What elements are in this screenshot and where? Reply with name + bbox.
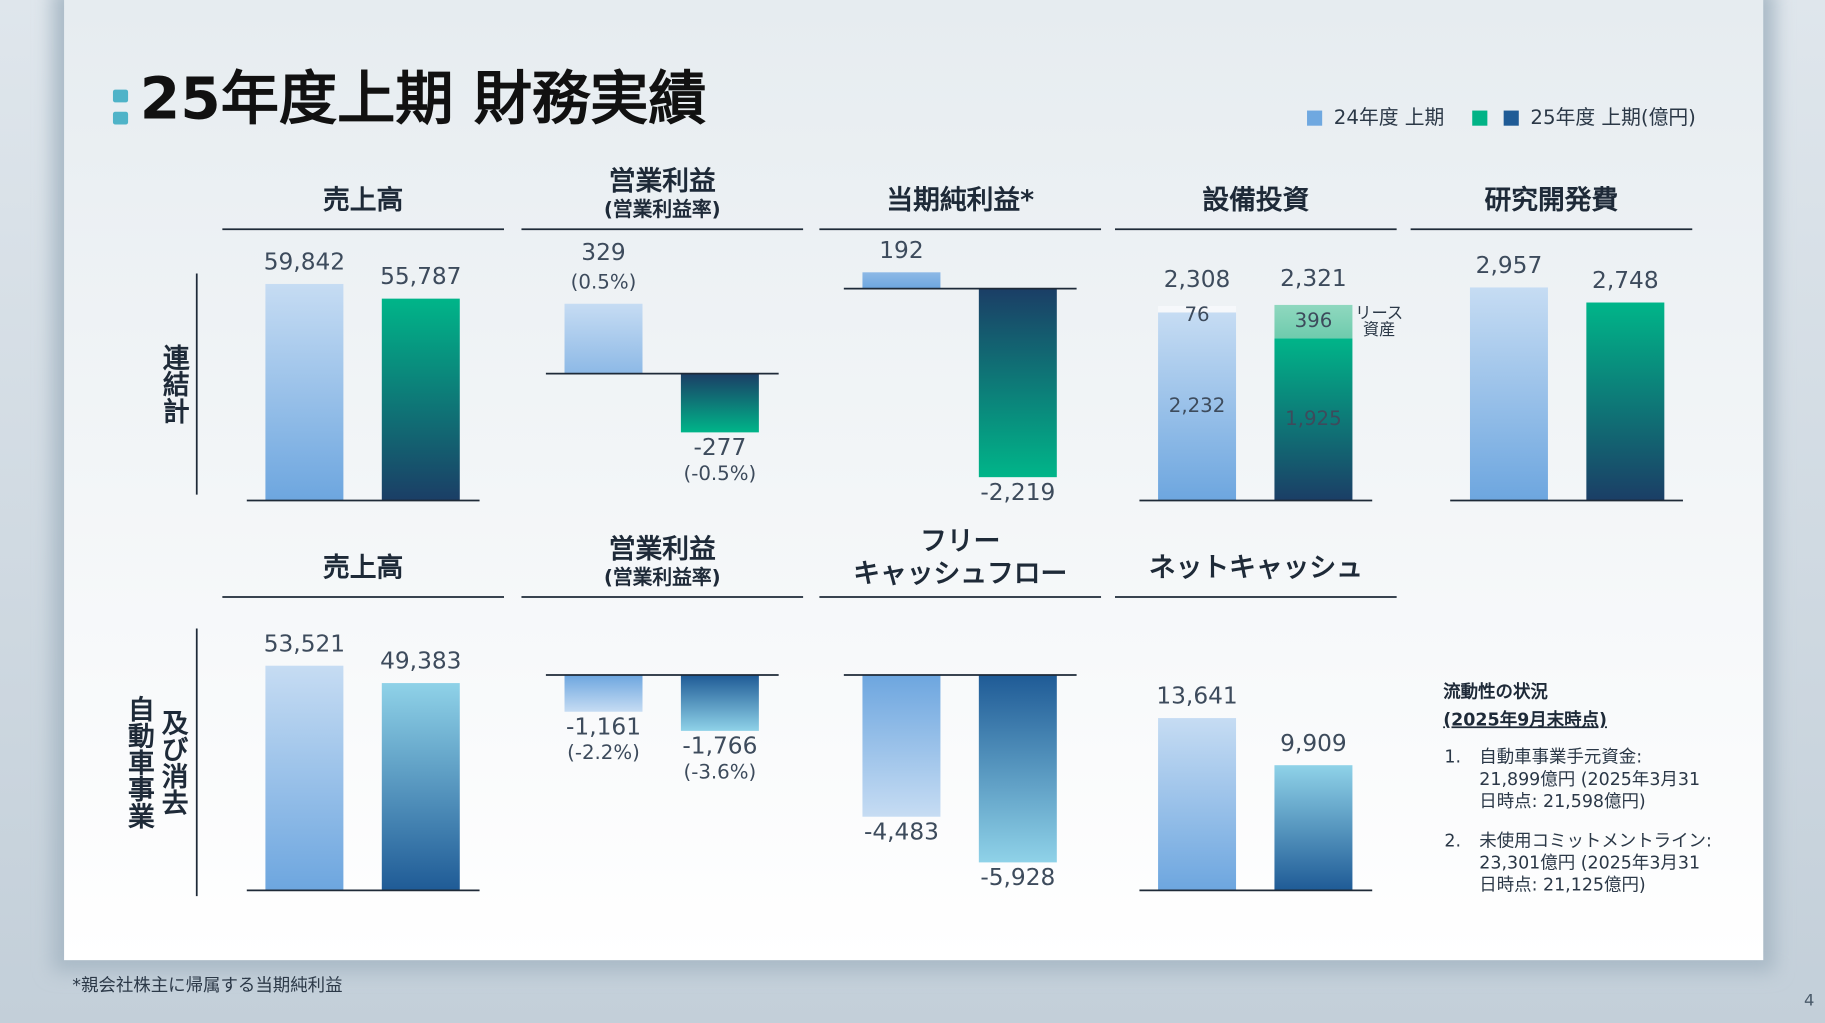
value-label: -1,161 [566, 714, 641, 741]
bar [564, 303, 643, 374]
row-label: 及び消去 [157, 709, 188, 816]
note-number: 1. [1444, 748, 1461, 768]
bar [680, 373, 759, 433]
bar [564, 675, 643, 712]
rate-label: (0.5%) [571, 270, 637, 293]
value-label: 2,957 [1476, 252, 1543, 279]
segment-label: 396 [1295, 309, 1333, 332]
segment-label: 76 [1184, 303, 1209, 326]
value-label: 192 [879, 237, 923, 264]
chart-title: 営業利益 [609, 533, 716, 565]
value-label: -1,766 [682, 733, 757, 760]
slide-title: 25年度上期 財務実績 [140, 65, 707, 133]
note-line: 21,899億円 (2025年3月31 [1479, 770, 1700, 790]
bar [265, 665, 344, 891]
value-label: 59,842 [264, 249, 345, 276]
bar [978, 675, 1057, 863]
rate-label: (-2.2%) [567, 741, 640, 764]
note-line: 自動車事業手元資金: [1479, 748, 1642, 768]
chart-title: 当期純利益* [886, 184, 1034, 216]
bar [381, 298, 460, 501]
chart-subtitle: (営業利益率) [604, 198, 721, 221]
bar [1158, 718, 1237, 891]
note-line: 未使用コミットメントライン: [1479, 830, 1712, 851]
bar [1469, 287, 1548, 501]
bar [1274, 765, 1353, 891]
bar [862, 272, 941, 289]
chart-title: キャッシュフロー [853, 558, 1067, 589]
value-label: -277 [693, 434, 746, 461]
legend-swatch [1307, 110, 1323, 126]
notes-title: 流動性の状況 [1443, 681, 1548, 702]
note-line: 日時点: 21,125億円) [1479, 876, 1645, 896]
bar-segment [1274, 304, 1353, 339]
total-label: 2,308 [1164, 266, 1231, 293]
chart-subtitle: (営業利益率) [604, 566, 721, 589]
total-label: 2,321 [1280, 265, 1347, 292]
legend-swatch [1472, 110, 1488, 126]
bar [1586, 302, 1665, 501]
chart-title: 研究開発費 [1485, 184, 1619, 216]
chart-title: 売上高 [323, 184, 403, 216]
series-name: リース [1355, 304, 1403, 323]
chart-title: 売上高 [323, 552, 403, 584]
legend-swatch [1503, 110, 1519, 126]
value-label: 9,909 [1280, 730, 1347, 757]
chart-title: 営業利益 [609, 165, 716, 197]
page-number: 4 [1804, 990, 1814, 1009]
bar-segment [1158, 306, 1237, 313]
segment-label: 2,232 [1169, 394, 1226, 417]
value-label: 2,748 [1592, 267, 1659, 294]
note-number: 2. [1444, 831, 1461, 851]
title-mark [112, 89, 129, 103]
value-label: -4,483 [864, 819, 939, 846]
value-label: 13,641 [1156, 683, 1237, 710]
row-label: 連結計 [158, 343, 189, 424]
rate-label: (-3.6%) [683, 760, 756, 783]
bar [862, 675, 941, 817]
bar [978, 288, 1057, 478]
chart-title: フリー [920, 526, 1000, 557]
legend-label: 24年度 上期 [1334, 106, 1445, 129]
note-line: 23,301億円 (2025年3月31 [1479, 854, 1700, 874]
row-label: 自動車事業 [123, 694, 154, 829]
chart-title: 設備投資 [1202, 184, 1309, 216]
notes-subtitle: (2025年9月末時点) [1443, 709, 1607, 730]
value-label: 49,383 [380, 648, 461, 675]
value-label: 53,521 [264, 630, 345, 657]
value-label: 55,787 [380, 263, 461, 290]
bar-segment [1158, 312, 1237, 501]
bar [680, 675, 759, 731]
segment-label: 1,925 [1285, 407, 1342, 430]
title-mark [112, 111, 129, 125]
legend-label: 25年度 上期(億円) [1530, 106, 1695, 129]
series-name: 資産 [1363, 320, 1396, 339]
value-label: 329 [581, 239, 625, 266]
rate-label: (-0.5%) [683, 462, 756, 485]
footnote: *親会社株主に帰属する当期純利益 [72, 976, 342, 996]
bar [381, 683, 460, 891]
chart-title: ネットキャッシュ [1149, 553, 1363, 584]
bar [265, 283, 344, 501]
bar-segment [1274, 338, 1353, 501]
value-label: -2,219 [980, 479, 1055, 506]
value-label: -5,928 [980, 864, 1055, 891]
note-line: 日時点: 21,598億円) [1479, 792, 1645, 812]
